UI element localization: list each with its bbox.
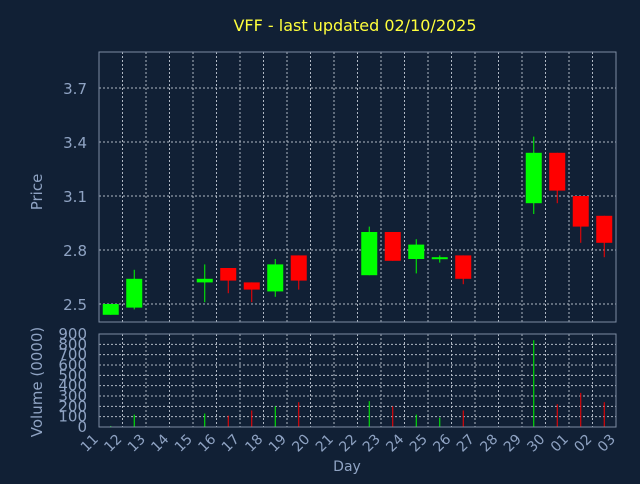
volume-grid xyxy=(99,334,616,427)
candle-body xyxy=(126,278,143,308)
x-tick-labels: 11 12 13 14 15 16 17 18 19 20 21 22 23 24 25 26 27 28 29 30… xyxy=(78,431,619,455)
candle-body xyxy=(220,268,237,281)
candle-body xyxy=(431,257,448,260)
candle-body xyxy=(408,244,425,259)
price-tick-label: 3.4 xyxy=(63,134,87,152)
volume-tick-label: 300 xyxy=(58,387,87,405)
candle-body xyxy=(361,232,378,276)
candle-body xyxy=(596,215,613,243)
candle-body xyxy=(102,304,119,315)
candle-body xyxy=(572,196,589,227)
candle-body xyxy=(267,264,284,292)
candle-body xyxy=(384,232,401,261)
candle-body xyxy=(549,152,566,191)
candle-body xyxy=(196,278,213,283)
volume-tick-label: 900 xyxy=(58,325,87,343)
candle-body xyxy=(525,152,542,204)
volume-tick-label: 100 xyxy=(58,408,87,426)
price-tick-labels: 2.5 2.8 3.1 3.4 3.7 xyxy=(63,80,87,314)
price-tick-label: 3.1 xyxy=(63,188,87,206)
x-axis-label: Day xyxy=(333,459,361,475)
price-tick-label: 3.7 xyxy=(63,80,87,98)
volume-tick-label: 800 xyxy=(58,335,87,353)
candles xyxy=(102,136,613,315)
chart-title: VFF - last updated 02/10/2025 xyxy=(233,16,476,35)
volume-tick-label: 500 xyxy=(58,366,87,384)
price-tick-label: 2.8 xyxy=(63,242,87,260)
volume-tick-label: 400 xyxy=(58,377,87,395)
volume-panel-frame xyxy=(98,333,617,428)
volume-tick-label: 200 xyxy=(58,397,87,415)
price-panel-frame xyxy=(98,51,617,323)
volume-axis-label: Volume (0000) xyxy=(28,327,46,437)
volume-tick-label: 600 xyxy=(58,356,87,374)
candle-body xyxy=(455,255,472,279)
price-grid xyxy=(99,52,616,322)
volume-tick-label: 0 xyxy=(77,418,87,436)
candle-body xyxy=(243,282,260,290)
price-axis-label: Price xyxy=(28,174,46,211)
price-tick-label: 2.5 xyxy=(63,296,87,314)
volume-tick-label: 700 xyxy=(58,346,87,364)
candle-body xyxy=(290,255,307,281)
